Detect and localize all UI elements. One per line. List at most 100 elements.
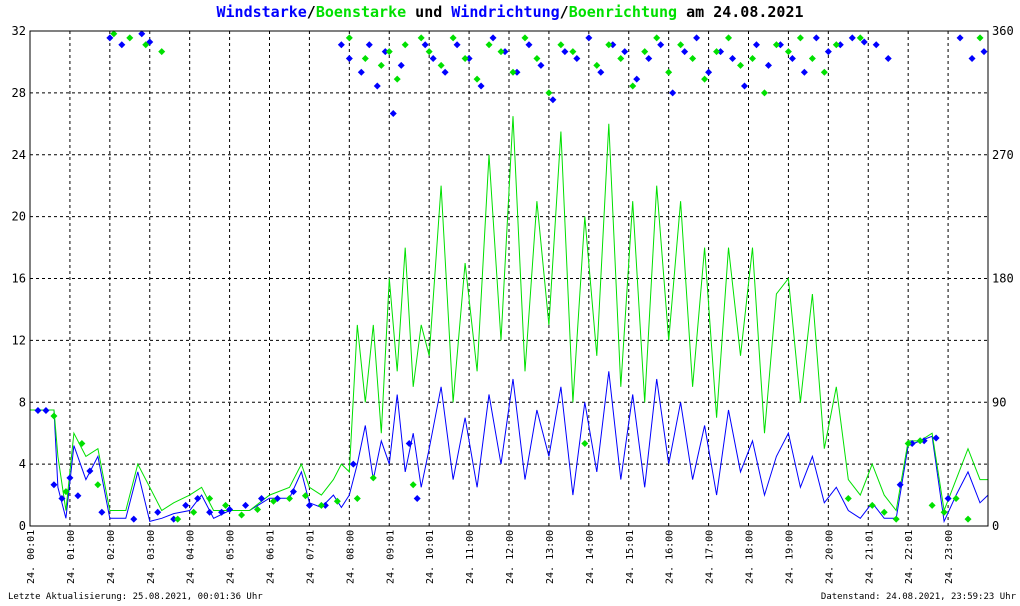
windrichtung-marker xyxy=(289,488,297,496)
boenrichtung-marker xyxy=(916,437,924,445)
windrichtung-marker xyxy=(441,68,449,76)
boenrichtung-marker xyxy=(110,30,118,38)
boenrichtung-marker xyxy=(904,440,912,447)
boenrichtung-marker xyxy=(557,41,565,49)
boenrichtung-marker xyxy=(533,55,541,62)
boenrichtung-marker xyxy=(158,48,166,56)
x-tick-label: 24. 03:00 xyxy=(146,530,157,584)
boenrichtung-marker xyxy=(301,492,309,500)
y-left-tick-label: 8 xyxy=(19,395,26,409)
title-boenstarke: Boenstarke xyxy=(315,3,407,21)
boenrichtung-marker xyxy=(425,48,433,56)
boenrichtung-marker xyxy=(377,61,385,69)
boenrichtung-marker xyxy=(385,48,393,56)
windrichtung-marker xyxy=(226,506,234,513)
windrichtung-marker xyxy=(321,501,329,509)
title-windrichtung: Windrichtung xyxy=(451,3,560,21)
x-tick-label: 24. 17:00 xyxy=(705,530,716,584)
windrichtung-marker xyxy=(397,61,405,69)
x-tick-label: 24. 09:01 xyxy=(385,530,396,584)
x-tick-label: 24. 02:00 xyxy=(106,530,117,584)
windrichtung-marker xyxy=(956,34,964,42)
windrichtung-marker xyxy=(194,495,202,502)
boenrichtung-marker xyxy=(952,495,960,502)
y-right-tick-label: 180 xyxy=(992,272,1014,286)
windrichtung-marker xyxy=(980,48,988,56)
boenrichtung-marker xyxy=(772,41,780,49)
windrichtung-marker xyxy=(413,495,421,502)
boenrichtung-marker xyxy=(569,48,577,56)
windrichtung-marker xyxy=(405,440,413,447)
windrichtung-marker xyxy=(373,82,381,90)
x-tick-label: 24. 14:00 xyxy=(585,530,596,584)
boenrichtung-marker xyxy=(369,474,377,482)
windrichtung-marker xyxy=(477,82,485,90)
windrichtung-marker xyxy=(381,48,389,56)
x-tick-label: 24. 23:00 xyxy=(944,530,955,584)
windrichtung-marker xyxy=(752,41,760,49)
windrichtung-marker xyxy=(776,41,784,49)
windrichtung-marker xyxy=(693,34,701,42)
y-left-tick-label: 0 xyxy=(19,519,26,533)
windrichtung-marker xyxy=(170,515,178,523)
boenrichtung-marker xyxy=(605,41,613,49)
boenrichtung-marker xyxy=(593,61,601,69)
y-left-tick-label: 4 xyxy=(19,457,26,471)
title-und: und xyxy=(406,3,452,21)
x-tick-label: 24. 15:01 xyxy=(625,530,636,584)
x-tick-label: 24. 07:01 xyxy=(305,530,316,584)
windrichtung-marker xyxy=(429,55,437,62)
windrichtung-marker xyxy=(74,492,82,500)
windrichtung-marker xyxy=(872,41,880,49)
boenrichtung-marker xyxy=(142,41,150,49)
windrichtung-marker xyxy=(349,460,357,468)
title-windstarke: Windstarke xyxy=(216,3,307,21)
y-right-tick-label: 360 xyxy=(992,24,1014,38)
boenrichtung-marker xyxy=(437,61,445,69)
x-tick-label: 24. 22:01 xyxy=(904,530,915,584)
windrichtung-marker xyxy=(305,501,313,509)
windrichtung-marker xyxy=(50,481,58,489)
footer-last-update: Letzte Aktualisierung: 25.08.2021, 00:01… xyxy=(8,592,263,602)
windrichtung-marker xyxy=(896,481,904,489)
windrichtung-marker xyxy=(836,41,844,49)
y-right-tick-label: 270 xyxy=(992,148,1014,162)
x-tick-label: 24. 05:00 xyxy=(226,530,237,584)
boenrichtung-marker xyxy=(449,34,457,42)
boenrichtung-marker xyxy=(94,481,102,489)
windrichtung-marker xyxy=(258,495,266,502)
x-tick-label: 24. 21:01 xyxy=(864,530,875,584)
boenrichtung-marker xyxy=(521,34,529,42)
windrichtung-marker xyxy=(812,34,820,42)
y-left-tick-label: 16 xyxy=(12,272,26,286)
boenrichtung-marker xyxy=(617,55,625,62)
boenrichtung-marker xyxy=(808,55,816,62)
windrichtung-marker xyxy=(218,508,226,516)
windrichtung-marker xyxy=(788,55,796,62)
x-tick-label: 24. 04:00 xyxy=(186,530,197,584)
boenrichtung-marker xyxy=(545,89,553,97)
x-tick-label: 24. 10:01 xyxy=(425,530,436,584)
boenrichtung-marker xyxy=(760,89,768,97)
windrichtung-marker xyxy=(705,68,713,76)
boenrichtung-marker xyxy=(461,55,469,62)
boenrichtung-marker xyxy=(333,497,341,505)
boenrichtung-marker xyxy=(238,511,246,519)
windrichtung-marker xyxy=(585,34,593,42)
boenrichtung-marker xyxy=(748,55,756,62)
boenrichtung-marker xyxy=(856,34,864,42)
boenrichtung-marker xyxy=(713,48,721,56)
boenrichtung-marker xyxy=(653,34,661,42)
y-left-tick-label: 32 xyxy=(12,24,26,38)
boenrichtung-marker xyxy=(409,481,417,489)
x-tick-label: 24. 13:00 xyxy=(545,530,556,584)
y-right-tick-label: 90 xyxy=(992,395,1006,409)
boenrichtung-marker xyxy=(393,75,401,83)
boenrichtung-marker xyxy=(361,55,369,62)
y-left-tick-label: 12 xyxy=(12,333,26,347)
boenrichtung-marker xyxy=(62,488,70,496)
boenrichtung-marker xyxy=(880,508,888,516)
windrichtung-marker xyxy=(58,495,66,502)
boenrichtung-marker xyxy=(629,82,637,90)
